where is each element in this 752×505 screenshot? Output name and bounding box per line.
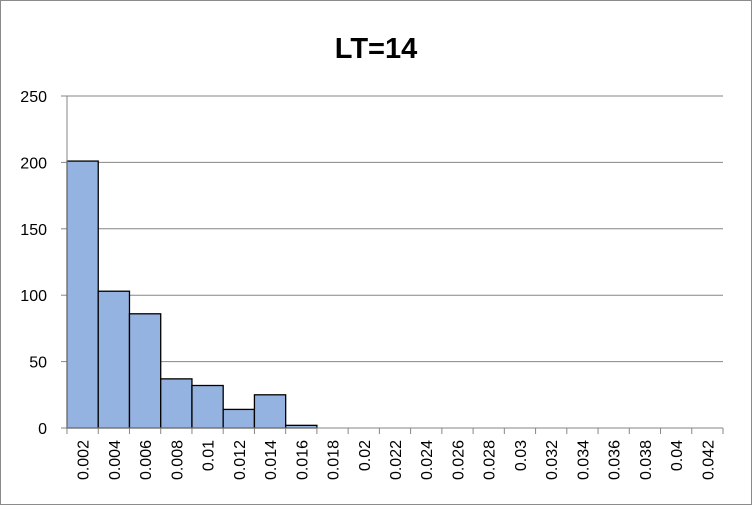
x-tick-label-0.018: 0.018	[326, 440, 343, 480]
x-tick-label-0.022: 0.022	[388, 440, 405, 480]
x-tick-label-0.028: 0.028	[482, 440, 499, 480]
x-tick-label-0.04: 0.04	[669, 440, 686, 471]
y-tick-label-250: 250	[20, 89, 47, 106]
x-tick-label-0.038: 0.038	[638, 440, 655, 480]
bar-0.01	[191, 384, 224, 429]
x-tick-label-0.014: 0.014	[263, 440, 280, 480]
x-tick-label-0.026: 0.026	[450, 440, 467, 480]
x-tick-label-0.02: 0.02	[357, 440, 374, 471]
x-tick-label-0.008: 0.008	[169, 440, 186, 480]
x-tick-label-0.034: 0.034	[575, 440, 592, 480]
x-tick-label-0.042: 0.042	[700, 440, 717, 480]
bar-0.002	[66, 160, 99, 429]
x-tick-label-0.016: 0.016	[294, 440, 311, 480]
gridlines	[61, 95, 723, 429]
bar-0.008	[160, 378, 193, 429]
x-tick-label-0.024: 0.024	[419, 440, 436, 480]
y-tick-label-100: 100	[20, 288, 47, 305]
bar-0.006	[128, 313, 162, 429]
bar-0.012	[222, 408, 256, 429]
y-tick-label-50: 50	[29, 355, 47, 372]
x-tick-label-0.012: 0.012	[232, 440, 249, 480]
x-tick-label-0.032: 0.032	[544, 440, 561, 480]
x-tick-label-0.002: 0.002	[76, 440, 93, 480]
y-tick-label-0: 0	[38, 421, 47, 438]
x-tick-label-0.006: 0.006	[138, 440, 155, 480]
chart-title: LT=14	[335, 33, 417, 65]
y-tick-label-200: 200	[20, 155, 47, 172]
y-tick-label-150: 150	[20, 222, 47, 239]
y-axis-tick-labels: 0 50 100 150 200 250	[20, 89, 47, 438]
x-axis-tick-labels: 0.002 0.004 0.006 0.008 0.01 0.012 0.014 0.016 0…	[76, 440, 718, 480]
bar-0.014	[253, 394, 287, 429]
x-tick-label-0.01: 0.01	[201, 440, 218, 471]
axes	[66, 96, 724, 434]
x-tick-label-0.03: 0.03	[513, 440, 530, 471]
bars	[66, 160, 318, 429]
bar-0.004	[97, 290, 131, 429]
x-tick-label-0.004: 0.004	[107, 440, 124, 480]
x-tick-label-0.036: 0.036	[607, 440, 624, 480]
